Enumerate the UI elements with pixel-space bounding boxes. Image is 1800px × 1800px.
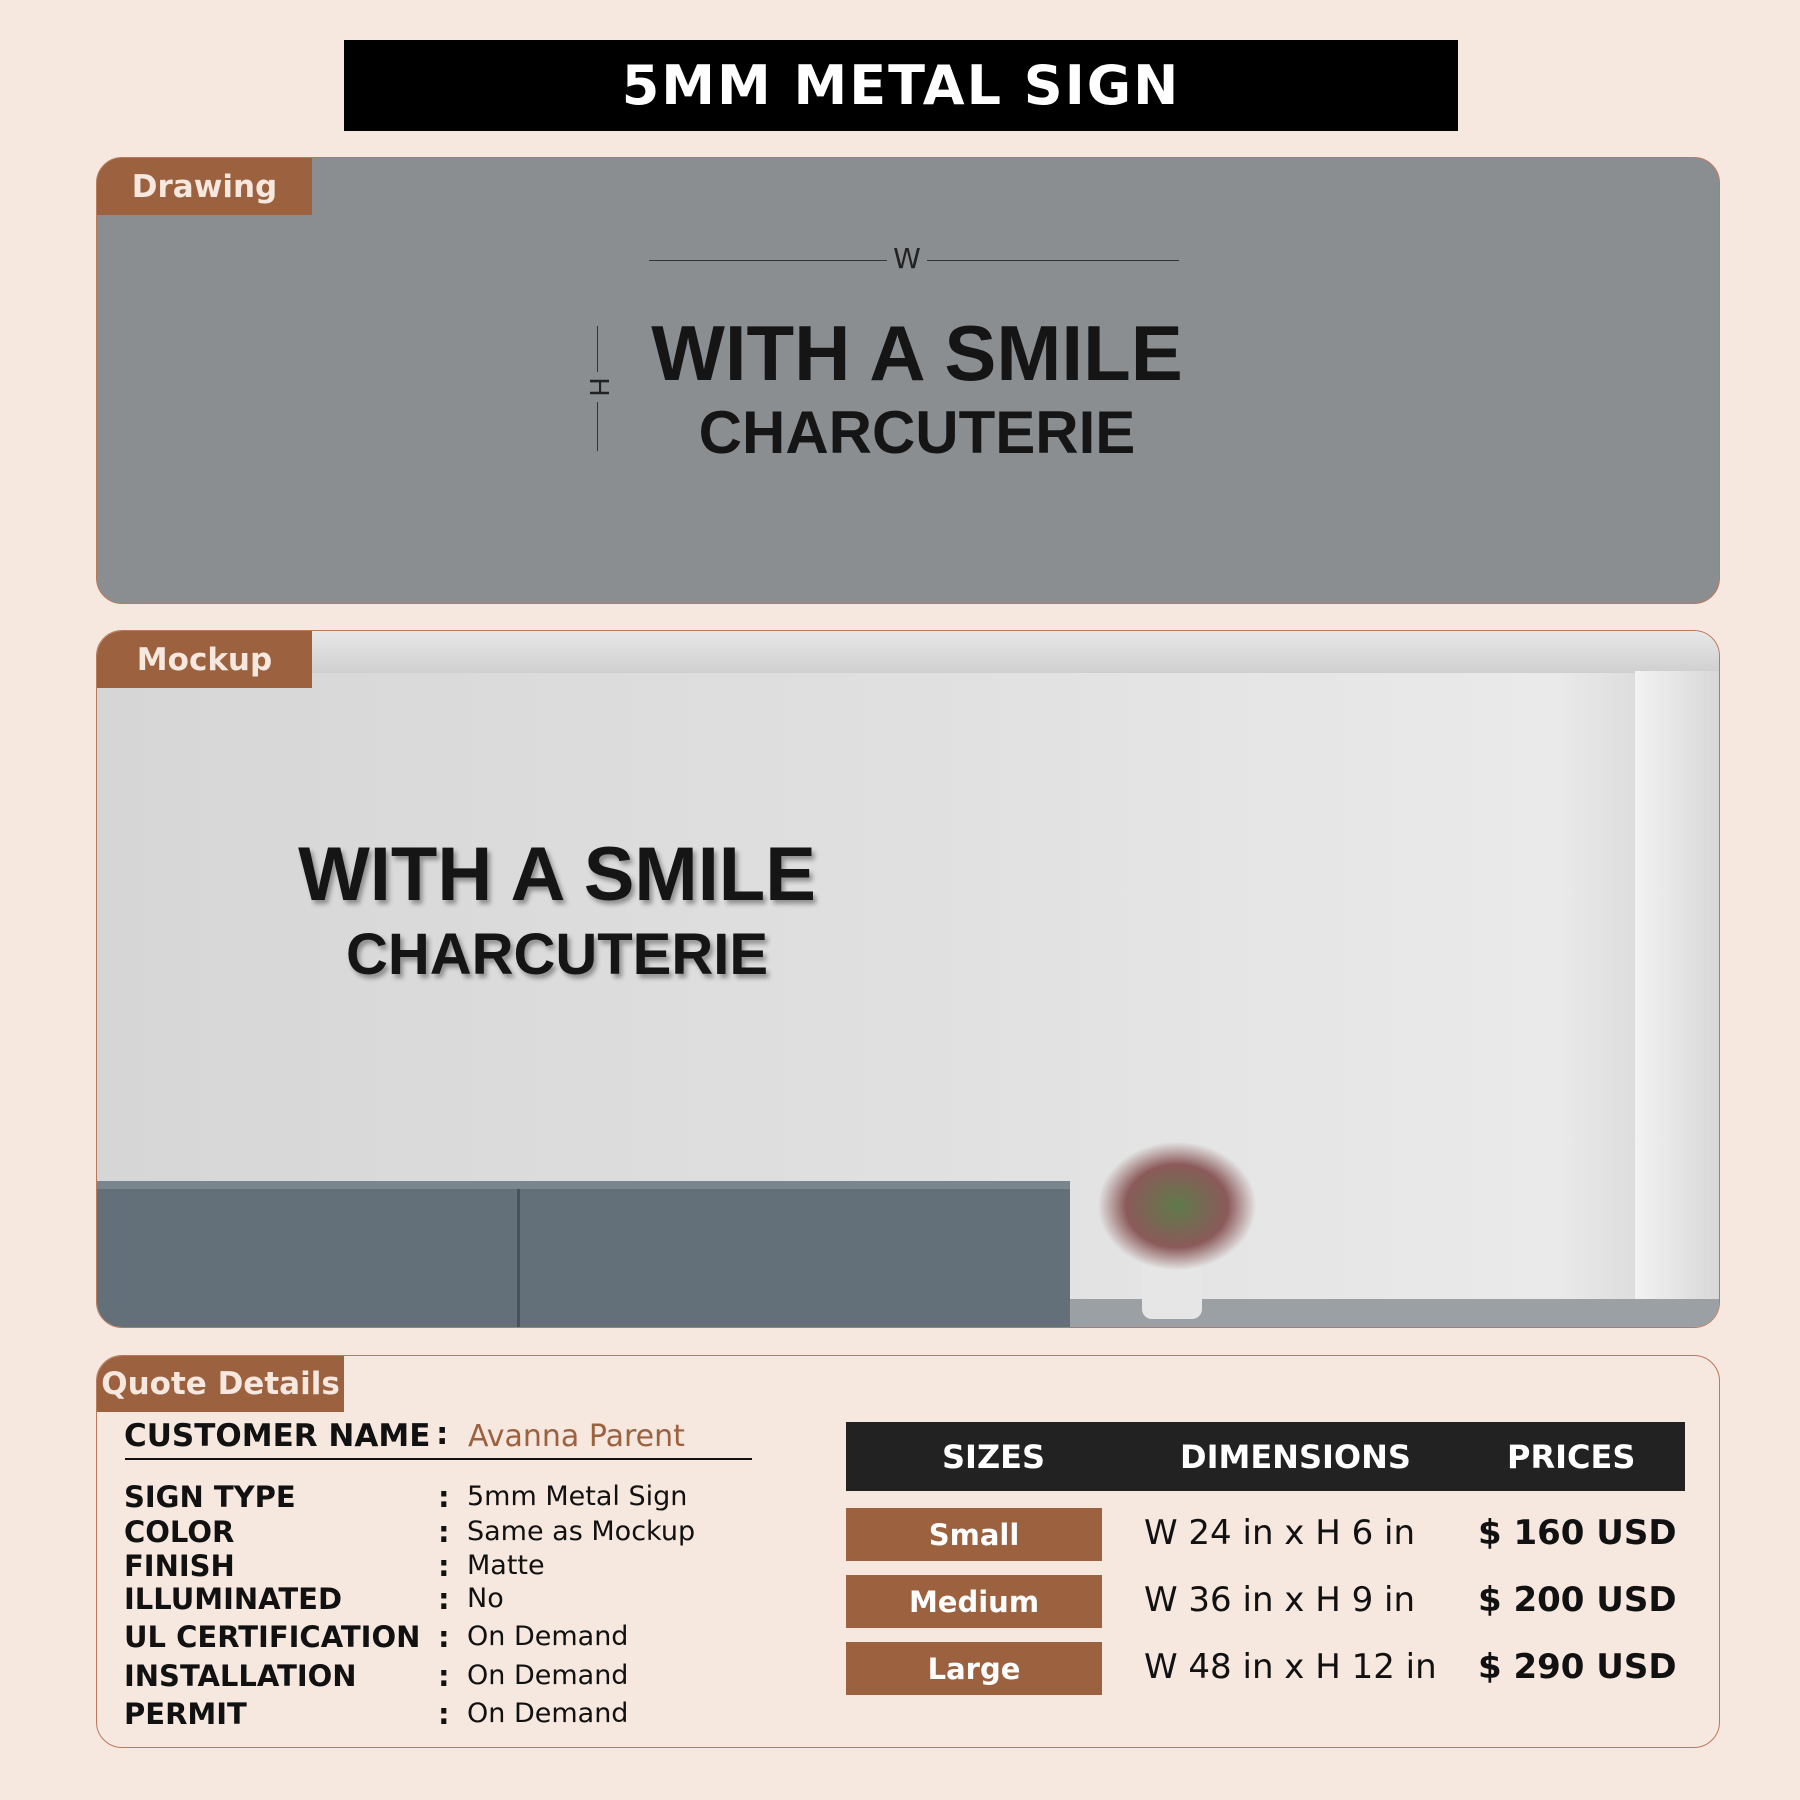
mockup-sign-line-2: CHARCUTERIE [345, 922, 769, 987]
size-button-large[interactable]: Large [846, 1642, 1102, 1695]
dimensions-cell: W 24 in x H 6 in [1144, 1513, 1416, 1553]
field-label: FINISH [124, 1549, 235, 1583]
price-cell: $ 290 USD [1478, 1647, 1677, 1687]
customer-name-value: Avanna Parent [468, 1419, 685, 1454]
drawing-panel: Drawing W H WITH A SMILE CHARCUTERIE [96, 157, 1720, 604]
field-label: INSTALLATION [124, 1659, 357, 1693]
header-dimensions: DIMENSIONS [1180, 1438, 1411, 1476]
sign-line-2: CHARCUTERIE [698, 399, 1136, 466]
colon: : [438, 1582, 450, 1616]
customer-underline [125, 1458, 752, 1460]
sign-line-1: WITH A SMILE [651, 309, 1183, 397]
page-title: 5MM METAL SIGN [344, 40, 1458, 131]
width-label: W [887, 242, 927, 275]
mockup-sign-line-1: WITH A SMILE [298, 832, 816, 917]
colon: : [438, 1697, 450, 1731]
field-value: No [467, 1583, 504, 1614]
reception-desk [97, 1181, 1070, 1327]
size-button-small[interactable]: Small [846, 1508, 1102, 1561]
dimensions-cell: W 48 in x H 12 in [1144, 1647, 1437, 1687]
field-label: COLOR [124, 1515, 235, 1549]
ceiling [97, 631, 1719, 673]
field-value: 5mm Metal Sign [467, 1481, 688, 1512]
header-prices: PRICES [1507, 1438, 1636, 1476]
field-value: On Demand [467, 1621, 629, 1652]
colon: : [438, 1515, 450, 1549]
plant-leaves [1097, 1141, 1257, 1271]
price-cell: $ 200 USD [1478, 1580, 1677, 1620]
height-label: H [583, 372, 613, 402]
price-cell: $ 160 USD [1478, 1513, 1677, 1553]
colon: : [438, 1659, 450, 1693]
mockup-panel: Mockup WITH A SMILE CHARCUTERIE [96, 630, 1720, 1328]
drawing-tab: Drawing [97, 158, 312, 215]
header-sizes: SIZES [942, 1438, 1046, 1476]
dimensions-cell: W 36 in x H 9 in [1144, 1580, 1416, 1620]
field-value: Matte [467, 1550, 545, 1581]
mockup-tab: Mockup [97, 631, 312, 688]
field-label: UL CERTIFICATION [124, 1620, 421, 1654]
field-label: SIGN TYPE [124, 1480, 296, 1514]
colon: : [438, 1549, 450, 1583]
field-value: On Demand [467, 1698, 629, 1729]
field-label: PERMIT [124, 1697, 247, 1731]
field-label: ILLUMINATED [124, 1582, 343, 1616]
quote-tab: Quote Details [97, 1356, 344, 1412]
plant-pot [1142, 1263, 1202, 1319]
customer-name-label: CUSTOMER NAME [124, 1418, 431, 1454]
field-value: On Demand [467, 1660, 629, 1691]
colon: : [438, 1620, 450, 1654]
table-header: SIZES DIMENSIONS PRICES [846, 1422, 1685, 1491]
field-value: Same as Mockup [467, 1516, 696, 1547]
size-button-medium[interactable]: Medium [846, 1575, 1102, 1628]
side-wall [1635, 671, 1719, 1327]
colon: : [436, 1416, 449, 1452]
colon: : [438, 1480, 450, 1514]
